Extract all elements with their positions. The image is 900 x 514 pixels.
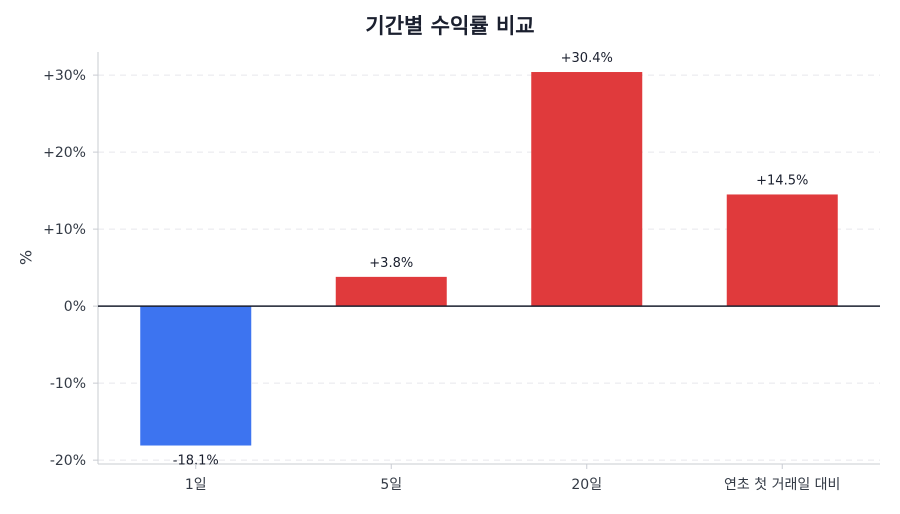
x-tick-label: 5일 xyxy=(380,477,402,493)
x-tick-label: 20일 xyxy=(571,477,602,493)
bar-2 xyxy=(335,276,447,307)
bar-3 xyxy=(531,72,643,307)
y-tick-label: +30% xyxy=(43,68,86,84)
x-tick-label: 1일 xyxy=(185,477,207,493)
y-tick-label: +10% xyxy=(43,222,86,238)
y-tick-label: +20% xyxy=(43,145,86,161)
data-label: -18.1% xyxy=(173,454,219,469)
chart-title: 기간별 수익률 비교 xyxy=(365,14,535,38)
y-tick-label: -10% xyxy=(50,376,86,392)
bar-4 xyxy=(726,194,838,307)
y-tick-label: -20% xyxy=(50,453,86,469)
x-tick-label: 연초 첫 거래일 대비 xyxy=(724,477,840,493)
data-label: +3.8% xyxy=(369,256,413,271)
data-label: +30.4% xyxy=(561,51,613,66)
y-tick-label: 0% xyxy=(64,299,86,315)
bar-1 xyxy=(140,306,252,446)
data-label: +14.5% xyxy=(756,173,808,188)
